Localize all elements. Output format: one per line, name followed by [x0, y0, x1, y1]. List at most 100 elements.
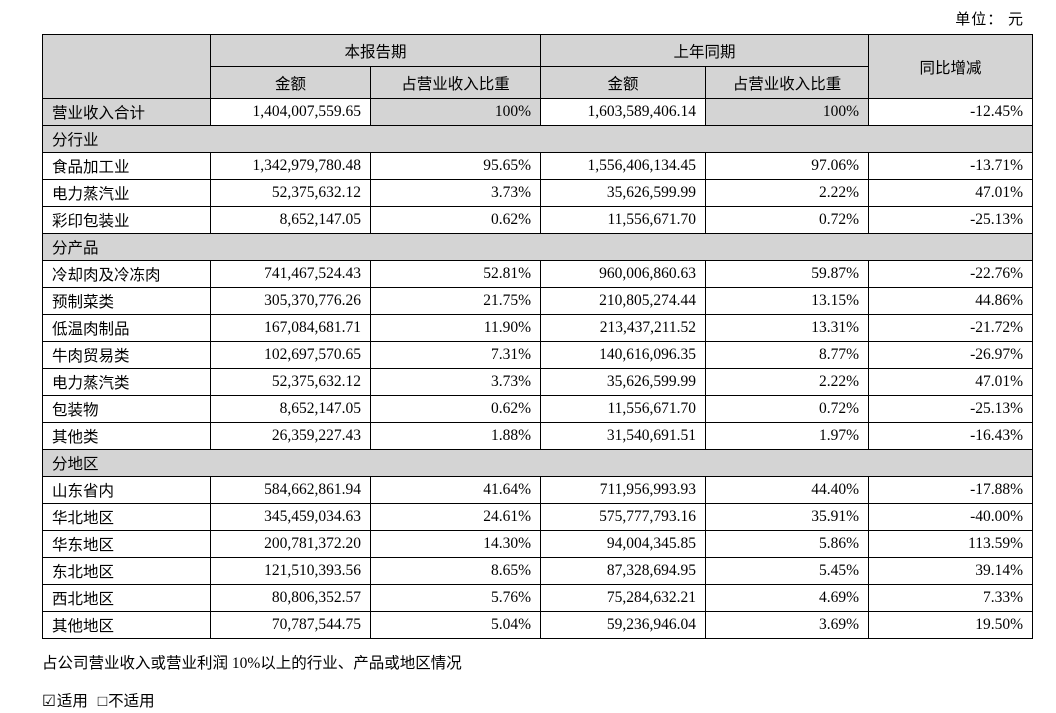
prior-pct-cell: 97.06%	[705, 152, 870, 180]
yoy-change-cell: 39.14%	[868, 557, 1034, 585]
current-amount-cell: 741,467,524.43	[210, 260, 371, 288]
prior-amount-cell: 210,805,274.44	[540, 287, 707, 315]
revenue-note-text: 占公司营业收入或营业利润 10%以上的行业、产品或地区情况	[42, 655, 462, 672]
current-amount-cell: 121,510,393.56	[210, 557, 371, 585]
current-amount-cell: 167,084,681.71	[210, 314, 371, 342]
prior-amount-cell: 711,956,993.93	[540, 476, 707, 504]
table-row: 彩印包装业 8,652,147.05 0.62% 11,556,671.70 0.72%…	[42, 206, 1034, 234]
current-amount-cell: 52,375,632.12	[210, 179, 371, 207]
prior-amount-cell: 960,006,860.63	[540, 260, 707, 288]
prior-pct-cell: 2.22%	[705, 179, 870, 207]
table-row: 包装物 8,652,147.05 0.62% 11,556,671.70 0.72% -2…	[42, 395, 1034, 423]
unchecked-checkbox-icon: □	[97, 693, 108, 710]
table-row: 东北地区 121,510,393.56 8.65% 87,328,694.95 5.45…	[42, 557, 1034, 585]
not-applicable-label: 不适用	[108, 693, 155, 710]
prior-pct-cell: 59.87%	[705, 260, 870, 288]
prior-amount-cell: 35,626,599.99	[540, 368, 707, 396]
prior-pct-cell: 1.97%	[705, 422, 870, 450]
section-row: 分产品	[41, 233, 1034, 261]
current-pct-cell: 41.64%	[369, 476, 542, 504]
yoy-change-cell: -21.72%	[868, 314, 1034, 342]
section-label: 分行业	[41, 125, 1034, 153]
yoy-change-cell: 19.50%	[868, 611, 1034, 639]
prior-amount-cell: 140,616,096.35	[540, 341, 707, 369]
prior-pct-cell: 100%	[705, 98, 870, 126]
row-label-cell: 华北地区	[42, 503, 211, 531]
current-pct-cell: 95.65%	[369, 152, 542, 180]
current-pct-cell: 1.88%	[369, 422, 542, 450]
prior-pct-cell: 13.31%	[705, 314, 870, 342]
prior-amount-cell: 1,603,589,406.14	[540, 98, 707, 126]
yoy-change-cell: -40.00%	[868, 503, 1034, 531]
header-prior-pct: 占营业收入比重	[705, 66, 870, 99]
row-label-cell: 彩印包装业	[42, 206, 211, 234]
current-amount-cell: 26,359,227.43	[210, 422, 371, 450]
row-label-cell: 食品加工业	[42, 152, 211, 180]
current-amount-cell: 1,342,979,780.48	[210, 152, 371, 180]
current-pct-cell: 5.04%	[369, 611, 542, 639]
prior-amount-cell: 35,626,599.99	[540, 179, 707, 207]
applicable-option: ☑适用	[42, 693, 88, 710]
prior-pct-cell: 2.22%	[705, 368, 870, 396]
current-amount-cell: 70,787,544.75	[210, 611, 371, 639]
prior-pct-cell: 8.77%	[705, 341, 870, 369]
table-row: 营业收入合计 1,404,007,559.65 100% 1,603,589,406.…	[42, 98, 1034, 126]
current-amount-cell: 345,459,034.63	[210, 503, 371, 531]
prior-amount-cell: 75,284,632.21	[540, 584, 707, 612]
header-current-pct: 占营业收入比重	[369, 66, 542, 99]
row-label-cell: 电力蒸汽业	[42, 179, 211, 207]
prior-pct-cell: 35.91%	[705, 503, 870, 531]
row-label-cell: 电力蒸汽类	[42, 368, 211, 396]
yoy-change-cell: -25.13%	[868, 206, 1034, 234]
prior-amount-cell: 11,556,671.70	[540, 206, 707, 234]
current-amount-cell: 200,781,372.20	[210, 530, 371, 558]
prior-pct-cell: 3.69%	[705, 611, 870, 639]
current-pct-cell: 100%	[369, 98, 542, 126]
checked-checkbox-icon: ☑	[42, 693, 56, 710]
current-pct-cell: 11.90%	[369, 314, 542, 342]
yoy-change-cell: -13.71%	[868, 152, 1034, 180]
row-label-cell: 西北地区	[42, 584, 211, 612]
table-row: 电力蒸汽业 52,375,632.12 3.73% 35,626,599.99 2.22…	[42, 179, 1034, 207]
current-pct-cell: 24.61%	[369, 503, 542, 531]
header-current-amount: 金额	[210, 66, 371, 99]
yoy-change-cell: -16.43%	[868, 422, 1034, 450]
prior-amount-cell: 87,328,694.95	[540, 557, 707, 585]
header-prior-period: 上年同期	[540, 34, 870, 67]
prior-amount-cell: 31,540,691.51	[540, 422, 707, 450]
current-amount-cell: 1,404,007,559.65	[210, 98, 371, 126]
table-row: 华北地区 345,459,034.63 24.61% 575,777,793.16 35…	[42, 503, 1034, 531]
current-amount-cell: 584,662,861.94	[210, 476, 371, 504]
applicable-label: 适用	[56, 693, 88, 710]
current-amount-cell: 102,697,570.65	[210, 341, 371, 369]
row-label-cell: 山东省内	[42, 476, 211, 504]
prior-pct-cell: 4.69%	[705, 584, 870, 612]
current-pct-cell: 7.31%	[369, 341, 542, 369]
header-row-periods: 本报告期 上年同期 同比增减	[42, 34, 1034, 99]
yoy-change-cell: -26.97%	[868, 341, 1034, 369]
yoy-change-cell: -22.76%	[868, 260, 1034, 288]
table-row: 牛肉贸易类 102,697,570.65 7.31% 140,616,096.35 8.…	[42, 341, 1034, 369]
row-label-cell: 包装物	[42, 395, 211, 423]
current-pct-cell: 8.65%	[369, 557, 542, 585]
section-label: 分产品	[41, 233, 1034, 261]
current-amount-cell: 8,652,147.05	[210, 395, 371, 423]
table-body: 营业收入合计 1,404,007,559.65 100% 1,603,589,406.…	[41, 98, 1034, 639]
current-amount-cell: 52,375,632.12	[210, 368, 371, 396]
current-pct-cell: 5.76%	[369, 584, 542, 612]
table-row: 预制菜类 305,370,776.26 21.75% 210,805,274.44 13…	[42, 287, 1034, 315]
table-row: 低温肉制品 167,084,681.71 11.90% 213,437,211.52 1…	[42, 314, 1034, 342]
header-row-metrics: 金额 占营业收入比重 金额 占营业收入比重	[43, 66, 1033, 99]
applicability-line: ☑适用 □不适用	[42, 689, 1056, 711]
row-label-cell: 东北地区	[42, 557, 211, 585]
yoy-change-cell: 47.01%	[868, 179, 1034, 207]
section-row: 分地区	[41, 449, 1034, 477]
header-prior-amount: 金额	[540, 66, 707, 99]
prior-amount-cell: 59,236,946.04	[540, 611, 707, 639]
table-row: 冷却肉及冷冻肉 741,467,524.43 52.81% 960,006,860.6…	[42, 260, 1034, 288]
row-label-cell: 其他类	[42, 422, 211, 450]
section-label: 分地区	[41, 449, 1034, 477]
prior-pct-cell: 0.72%	[705, 206, 870, 234]
revenue-breakdown-table: 本报告期 上年同期 同比增减 金额 占营业收入比重 金额 占营业收入比重 营业收…	[41, 34, 1034, 639]
prior-amount-cell: 1,556,406,134.45	[540, 152, 707, 180]
